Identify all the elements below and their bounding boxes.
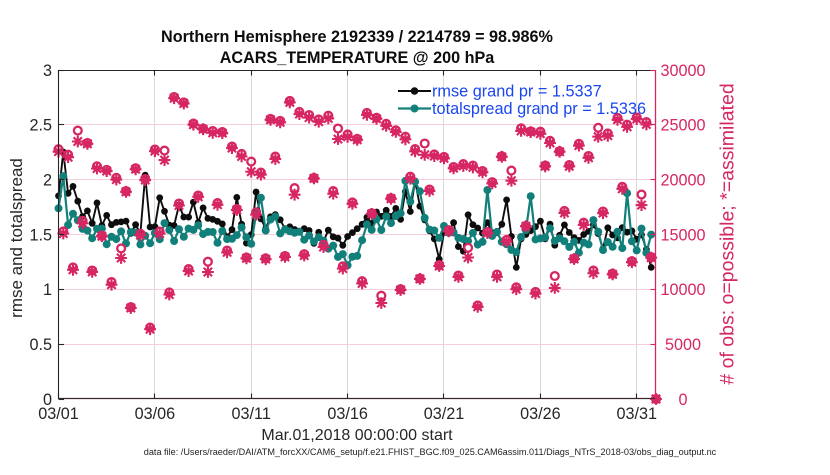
svg-text:3: 3: [43, 62, 52, 80]
svg-text:totalspread grand pr = 1.5336: totalspread grand pr = 1.5336: [432, 100, 646, 118]
svg-text:2.5: 2.5: [29, 117, 52, 135]
svg-text:15000: 15000: [660, 226, 705, 244]
svg-text:Northern Hemisphere 2192339 /: Northern Hemisphere 2192339 / 2214789 = …: [161, 28, 553, 46]
svg-text:data file: /Users/raeder/DAI/A: data file: /Users/raeder/DAI/ATM_forcXX/…: [144, 447, 717, 457]
svg-text:ACARS_TEMPERATURE @ 200 hPa: ACARS_TEMPERATURE @ 200 hPa: [220, 49, 496, 67]
svg-text:30000: 30000: [660, 62, 705, 80]
svg-text:25000: 25000: [660, 117, 705, 135]
svg-text:Mar.01,2018 00:00:00 start: Mar.01,2018 00:00:00 start: [261, 427, 453, 444]
svg-text:rmse grand pr = 1.5337: rmse grand pr = 1.5337: [432, 83, 602, 101]
svg-text:20000: 20000: [660, 172, 705, 190]
svg-text:03/21: 03/21: [424, 405, 465, 423]
svg-text:0: 0: [678, 391, 687, 409]
svg-text:1: 1: [43, 281, 52, 299]
svg-text:# of obs: o=possible; *=assimi: # of obs: o=possible; *=assimilated: [717, 83, 739, 384]
svg-text:10000: 10000: [660, 281, 705, 299]
svg-text:2: 2: [43, 172, 52, 190]
svg-text:03/31: 03/31: [616, 405, 657, 423]
svg-text:0.5: 0.5: [29, 336, 52, 354]
svg-text:03/11: 03/11: [232, 405, 271, 423]
svg-text:03/16: 03/16: [327, 405, 368, 423]
svg-text:0: 0: [43, 391, 52, 409]
svg-text:03/26: 03/26: [520, 405, 561, 423]
svg-text:5000: 5000: [665, 336, 701, 354]
svg-text:1.5: 1.5: [29, 226, 52, 244]
svg-text:03/06: 03/06: [135, 405, 176, 423]
svg-text:03/01: 03/01: [38, 405, 79, 423]
svg-text:rmse and totalspread: rmse and totalspread: [7, 158, 26, 318]
